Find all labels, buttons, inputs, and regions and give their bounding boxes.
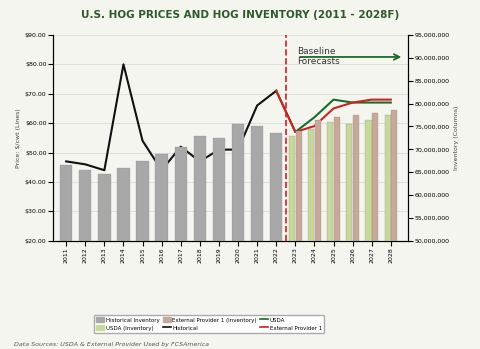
Bar xyxy=(251,126,264,349)
Bar xyxy=(346,124,352,349)
Bar xyxy=(60,165,72,349)
Bar xyxy=(193,135,206,349)
Bar xyxy=(314,120,321,349)
Bar xyxy=(79,170,92,349)
Bar xyxy=(308,129,314,349)
Bar xyxy=(296,131,301,349)
Bar xyxy=(270,133,282,349)
Bar xyxy=(353,115,359,349)
Bar xyxy=(327,122,333,349)
Bar xyxy=(391,110,397,349)
Bar xyxy=(213,138,225,349)
Y-axis label: Price: $/cwt (Lines): Price: $/cwt (Lines) xyxy=(16,108,21,168)
Y-axis label: Inventory (Columns): Inventory (Columns) xyxy=(454,106,458,170)
Bar xyxy=(136,161,149,349)
Bar xyxy=(289,135,295,349)
Text: Data Sources: USDA & External Provider Used by FCSAmerica: Data Sources: USDA & External Provider U… xyxy=(14,342,209,347)
Bar xyxy=(175,147,187,349)
Bar xyxy=(98,174,110,349)
Bar xyxy=(365,120,372,349)
Text: U.S. HOG PRICES AND HOG INVENTORY (2011 - 2028F): U.S. HOG PRICES AND HOG INVENTORY (2011 … xyxy=(81,10,399,21)
Bar xyxy=(372,113,378,349)
Bar xyxy=(156,154,168,349)
Bar xyxy=(117,168,130,349)
Bar xyxy=(384,115,391,349)
Legend: Historical Inventory, USDA (Inventory), External Provider 1 (Inventory), Histori: Historical Inventory, USDA (Inventory), … xyxy=(94,315,324,333)
Bar xyxy=(334,117,340,349)
Bar xyxy=(232,124,244,349)
Text: Baseline
Forecasts: Baseline Forecasts xyxy=(297,47,340,66)
